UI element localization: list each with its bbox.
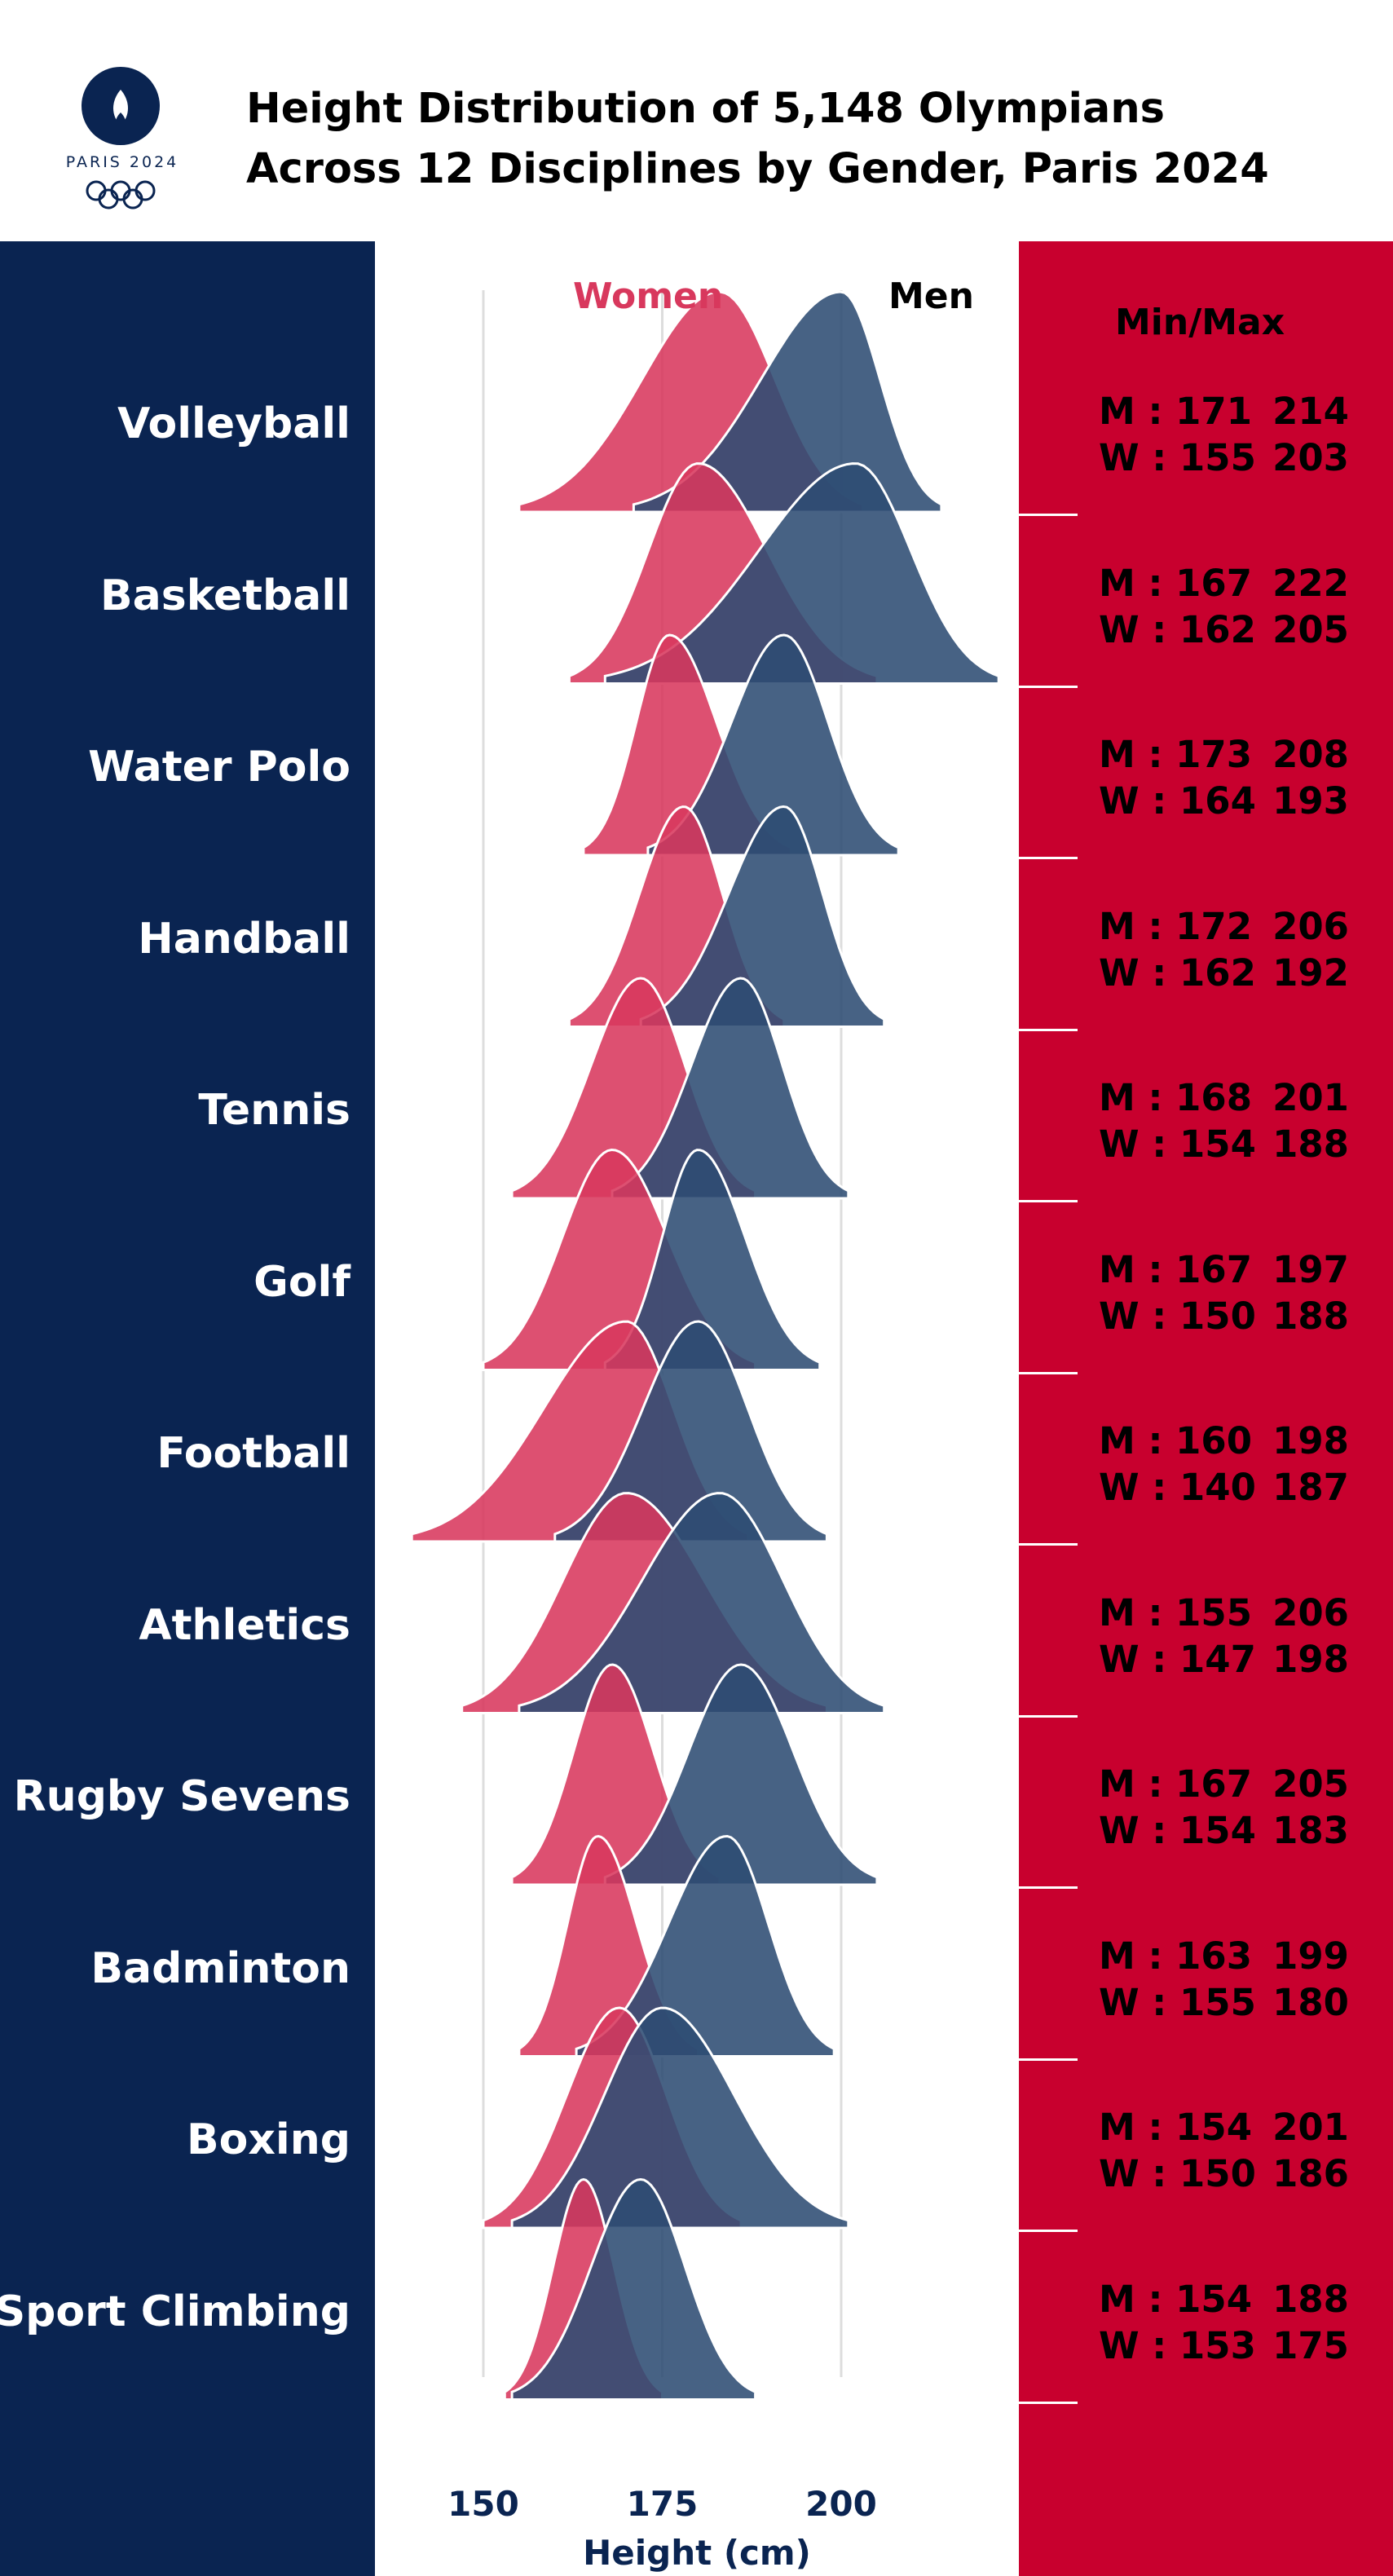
chart-title-line-1: Height Distribution of 5,148 Olympians: [246, 85, 1166, 133]
logo-text: PARIS 2024: [65, 153, 179, 171]
men-max-value: 201: [1272, 1076, 1349, 1119]
women-max-value: 180: [1272, 1980, 1349, 2024]
men-max-value: 208: [1272, 733, 1349, 776]
discipline-label: Badminton: [90, 1943, 350, 1993]
men-max-value: 222: [1272, 561, 1349, 605]
men-min-label: M : 173: [1099, 733, 1253, 776]
women-max-value: 193: [1272, 779, 1349, 823]
women-max-value: 186: [1272, 2152, 1349, 2195]
x-axis-ticks: 150 175 200: [447, 2484, 877, 2524]
women-min-label: W : 140: [1099, 1466, 1256, 1509]
men-min-label: M : 168: [1099, 1076, 1253, 1119]
men-max-value: 206: [1272, 904, 1349, 948]
women-min-label: W : 150: [1099, 1294, 1256, 1338]
men-min-label: M : 171: [1099, 390, 1253, 433]
women-min-label: W : 147: [1099, 1637, 1256, 1681]
men-max-value: 205: [1272, 1762, 1349, 1806]
legend-men: Men: [888, 276, 974, 317]
men-ridge-tennis: [611, 977, 850, 1200]
women-max-value: 192: [1272, 951, 1349, 995]
women-min-label: W : 154: [1099, 1123, 1256, 1166]
men-min-label: M : 172: [1099, 904, 1253, 948]
ridgeline-chart: Women Men 150 175 200 Height (cm): [410, 276, 1000, 2573]
discipline-band: [0, 241, 375, 2576]
men-min-label: M : 167: [1099, 1762, 1253, 1806]
row-separator: [1019, 1714, 1078, 1718]
discipline-label: Boxing: [187, 2115, 350, 2164]
women-max-value: 188: [1272, 1123, 1349, 1166]
men-ridge-rugby-sevens: [603, 1663, 879, 1886]
row-separator: [1019, 2401, 1078, 2404]
men-max-value: 188: [1272, 2277, 1349, 2321]
header: PARIS 2024 Height Distribution of 5,148 …: [0, 0, 1393, 241]
men-ridge-football: [553, 1320, 828, 1543]
women-max-value: 203: [1272, 436, 1349, 479]
women-min-label: W : 154: [1099, 1809, 1256, 1852]
men-ridge-boxing: [510, 2006, 850, 2230]
discipline-label: Basketball: [100, 571, 350, 620]
ridges: [410, 290, 1000, 2401]
discipline-label: Volleyball: [117, 399, 350, 448]
row-separator: [1019, 1543, 1078, 1546]
women-max-value: 198: [1272, 1637, 1349, 1681]
men-min-label: M : 167: [1099, 561, 1253, 605]
row-separator: [1019, 2058, 1078, 2061]
men-max-value: 206: [1272, 1590, 1349, 1634]
row-separator: [1019, 1886, 1078, 1889]
men-min-label: M : 167: [1099, 1247, 1253, 1291]
x-axis-label: Height (cm): [583, 2533, 811, 2573]
paris-2024-logo: [82, 67, 160, 210]
x-tick-label: 150: [447, 2484, 519, 2524]
women-min-label: W : 162: [1099, 607, 1256, 651]
legend-women: Women: [573, 276, 723, 317]
men-ridge-golf: [603, 1149, 822, 1371]
discipline-label: Water Polo: [88, 743, 350, 792]
men-ridge-handball: [639, 805, 886, 1028]
discipline-label: Rugby Sevens: [13, 1772, 350, 1821]
men-min-label: M : 154: [1099, 2106, 1253, 2149]
men-max-value: 198: [1272, 1419, 1349, 1462]
men-max-value: 197: [1272, 1247, 1349, 1291]
row-separator: [1019, 514, 1078, 516]
x-tick-label: 200: [805, 2484, 877, 2524]
men-ridge-sport-climbing: [510, 2177, 757, 2401]
women-max-value: 175: [1272, 2323, 1349, 2367]
women-max-value: 187: [1272, 1466, 1349, 1509]
discipline-label: Tennis: [198, 1086, 350, 1135]
women-min-label: W : 150: [1099, 2152, 1256, 2195]
row-separator: [1019, 857, 1078, 859]
row-separator: [1019, 2230, 1078, 2232]
women-max-value: 188: [1272, 1294, 1349, 1338]
men-min-label: M : 155: [1099, 1590, 1253, 1634]
discipline-label: Handball: [138, 914, 350, 964]
men-max-value: 199: [1272, 1934, 1349, 1978]
minmax-title: Min/Max: [1115, 302, 1285, 343]
men-min-label: M : 160: [1099, 1419, 1253, 1462]
women-max-value: 183: [1272, 1809, 1349, 1852]
men-min-label: M : 163: [1099, 1934, 1253, 1978]
discipline-label: Athletics: [139, 1600, 350, 1650]
men-min-label: M : 154: [1099, 2277, 1253, 2321]
discipline-label: Golf: [253, 1257, 350, 1307]
women-min-label: W : 164: [1099, 779, 1256, 823]
row-separator: [1019, 1371, 1078, 1374]
row-separator: [1019, 1200, 1078, 1202]
women-min-label: W : 155: [1099, 436, 1256, 479]
women-min-label: W : 153: [1099, 2323, 1256, 2367]
discipline-label: Football: [156, 1429, 350, 1478]
chart-title-line-2: Across 12 Disciplines by Gender, Paris 2…: [246, 145, 1269, 193]
women-max-value: 205: [1272, 607, 1349, 651]
row-separator: [1019, 685, 1078, 688]
discipline-label: Sport Climbing: [0, 2287, 350, 2336]
women-min-label: W : 162: [1099, 951, 1256, 995]
x-tick-label: 175: [627, 2484, 699, 2524]
row-separator: [1019, 1028, 1078, 1031]
men-max-value: 214: [1272, 390, 1349, 433]
men-ridge-athletics: [518, 1492, 886, 1714]
men-max-value: 201: [1272, 2106, 1349, 2149]
women-min-label: W : 155: [1099, 1980, 1256, 2024]
minmax-band: [1019, 241, 1393, 2576]
